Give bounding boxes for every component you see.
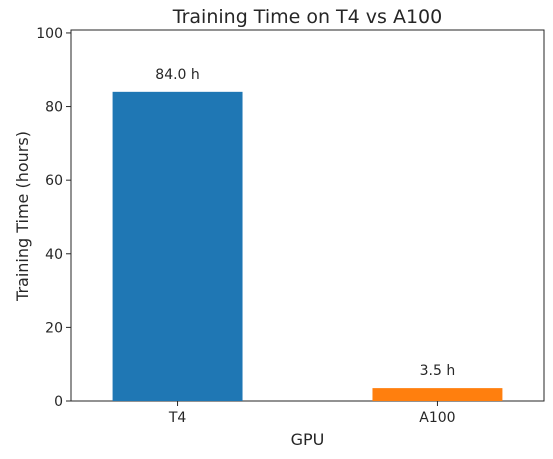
- y-tick-label: 40: [45, 247, 63, 263]
- y-tick-label: 20: [45, 320, 63, 336]
- x-tick-label: A100: [419, 410, 455, 426]
- x-axis-label: GPU: [291, 430, 325, 449]
- bar-t4: [112, 91, 243, 401]
- y-axis: 0 20 40 60 80 100: [36, 26, 71, 410]
- y-tick-label: 100: [36, 26, 63, 42]
- y-tick-label: 0: [54, 394, 63, 410]
- y-tick-label: 80: [45, 100, 63, 116]
- x-tick-label: T4: [168, 410, 187, 426]
- y-tick-label: 60: [45, 173, 63, 189]
- bar-value-label: 84.0 h: [155, 67, 200, 83]
- bars: [112, 91, 503, 401]
- bar-value-labels: 84.0 h 3.5 h: [155, 67, 455, 379]
- y-axis-label: Training Time (hours): [13, 131, 32, 302]
- bar-a100: [372, 388, 503, 401]
- chart-title: Training Time on T4 vs A100: [172, 6, 442, 28]
- plot-area-frame: [70, 29, 545, 402]
- bar-value-label: 3.5 h: [420, 363, 456, 379]
- x-axis: T4 A100: [168, 401, 456, 426]
